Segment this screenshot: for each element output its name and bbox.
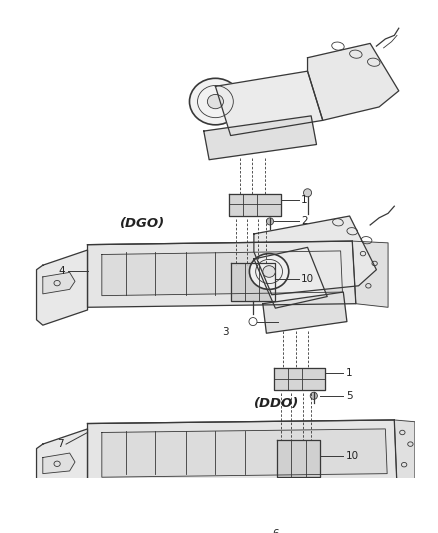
Text: 2: 2 xyxy=(301,216,308,227)
Text: (DGO): (DGO) xyxy=(120,217,165,230)
Ellipse shape xyxy=(249,254,289,289)
Polygon shape xyxy=(102,429,387,477)
Polygon shape xyxy=(88,241,356,307)
Polygon shape xyxy=(43,272,75,294)
Ellipse shape xyxy=(207,94,223,109)
Polygon shape xyxy=(307,43,399,120)
Text: (DDO): (DDO) xyxy=(254,398,299,410)
Ellipse shape xyxy=(304,189,311,197)
Polygon shape xyxy=(102,251,343,296)
Text: 10: 10 xyxy=(301,273,314,284)
Ellipse shape xyxy=(310,392,318,399)
Ellipse shape xyxy=(190,78,241,125)
Polygon shape xyxy=(269,484,397,510)
Polygon shape xyxy=(254,216,376,295)
Polygon shape xyxy=(88,420,397,489)
Polygon shape xyxy=(204,116,317,160)
Polygon shape xyxy=(43,453,75,474)
Polygon shape xyxy=(36,429,88,507)
Ellipse shape xyxy=(266,218,274,225)
Polygon shape xyxy=(352,241,388,307)
Text: 4: 4 xyxy=(59,266,65,277)
Text: 3: 3 xyxy=(222,327,228,337)
Polygon shape xyxy=(274,368,325,391)
Text: 1: 1 xyxy=(346,368,353,377)
Text: 7: 7 xyxy=(57,439,64,449)
Polygon shape xyxy=(215,71,323,135)
Polygon shape xyxy=(36,250,88,325)
Text: 10: 10 xyxy=(346,451,359,461)
Polygon shape xyxy=(263,292,347,333)
Text: 6: 6 xyxy=(272,529,279,533)
Polygon shape xyxy=(231,263,276,301)
Polygon shape xyxy=(394,420,415,489)
Polygon shape xyxy=(229,193,281,216)
Polygon shape xyxy=(254,247,327,308)
Ellipse shape xyxy=(263,265,276,277)
Polygon shape xyxy=(277,440,320,477)
Text: 5: 5 xyxy=(346,391,353,401)
Text: 1: 1 xyxy=(301,195,308,205)
